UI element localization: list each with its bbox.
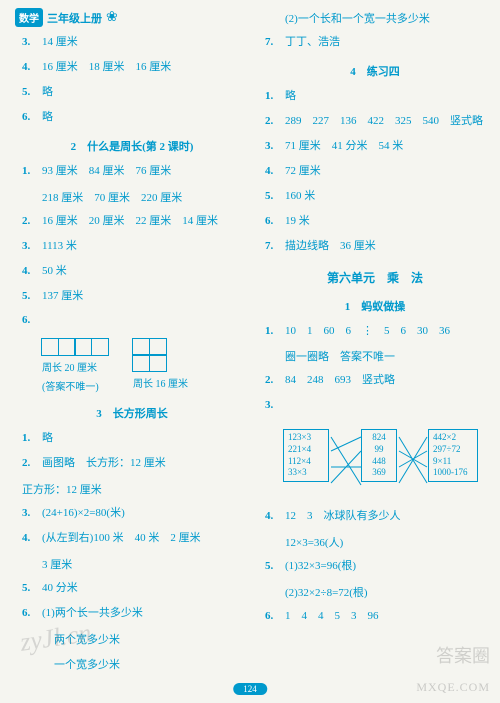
grade-label: 三年级上册 bbox=[47, 10, 102, 26]
subject-badge: 数学 bbox=[15, 8, 43, 27]
item-num: 5. bbox=[22, 85, 36, 101]
answer-text: 218 厘米 70 厘米 220 厘米 bbox=[42, 189, 242, 205]
section-title: 4 练习四 bbox=[265, 63, 485, 79]
answer-text: 丁丁、浩浩 bbox=[285, 35, 485, 51]
item-num: 5. bbox=[265, 189, 279, 205]
page-header: 数学 三年级上册 ❀ bbox=[15, 8, 118, 27]
answer-text: 3 厘米 bbox=[42, 556, 242, 572]
answer-text: 16 厘米 18 厘米 16 厘米 bbox=[42, 60, 242, 76]
answer-text: (2)一个长和一个宽一共多少米 bbox=[285, 10, 485, 26]
answer-text: 160 米 bbox=[285, 189, 485, 205]
grid-note: (答案不唯一) bbox=[42, 378, 108, 393]
page-number: 124 bbox=[233, 683, 267, 695]
item-num: 6. bbox=[265, 609, 279, 625]
answer-text: 描边线略 36 厘米 bbox=[285, 239, 485, 255]
item-num: 3. bbox=[22, 35, 36, 51]
watermark: MXQE.COM bbox=[416, 680, 490, 695]
answer-text: (2)32×2÷8=72(根) bbox=[285, 584, 485, 600]
item-num: 4. bbox=[265, 509, 279, 525]
answer-text: 1 4 4 5 3 96 bbox=[285, 609, 485, 625]
match-box-right: 442×2 297÷72 9×11 1000-176 bbox=[428, 429, 478, 482]
left-column: 3. 14 厘米 4. 16 厘米 18 厘米 16 厘米 5. 略 6. 略 2 什么… bbox=[22, 35, 242, 681]
answer-text: 略 bbox=[285, 89, 485, 105]
answer-text: 72 厘米 bbox=[285, 164, 485, 180]
answer-text: 画图略 长方形：12 厘米 bbox=[42, 456, 242, 472]
item-num: 7. bbox=[265, 239, 279, 255]
item-num: 4. bbox=[265, 164, 279, 180]
section-title: 1 蚂蚁做操 bbox=[265, 298, 485, 314]
match-box-mid: 824 99 448 369 bbox=[361, 429, 397, 482]
answer-text: 71 厘米 41 分米 54 米 bbox=[285, 139, 485, 155]
answer-text: 略 bbox=[42, 110, 242, 126]
match-box-left: 123×3 221×4 112×4 33×3 bbox=[283, 429, 329, 482]
item-num: 4. bbox=[22, 264, 36, 280]
item-num: 1. bbox=[22, 431, 36, 447]
answer-text: 19 米 bbox=[285, 214, 485, 230]
item-num: 3. bbox=[22, 239, 36, 255]
answer-text: 一个宽多少米 bbox=[54, 656, 242, 672]
item-num: 4. bbox=[22, 531, 36, 547]
answer-text: 84 248 693 竖式略 bbox=[285, 373, 485, 389]
answer-text: 12×3=36(人) bbox=[285, 534, 485, 550]
grid-right: 周长 16 厘米 bbox=[133, 338, 188, 393]
item-num: 1. bbox=[22, 164, 36, 180]
flower-icon: ❀ bbox=[106, 9, 118, 26]
answer-text: 16 厘米 20 厘米 22 厘米 14 厘米 bbox=[42, 214, 242, 230]
item-num: 5. bbox=[265, 559, 279, 575]
item-num: 3. bbox=[22, 506, 36, 522]
item-num: 1. bbox=[265, 89, 279, 105]
answer-text: 两个宽多少米 bbox=[54, 631, 242, 647]
item-num: 5. bbox=[22, 581, 36, 597]
answer-text: 略 bbox=[42, 85, 242, 101]
answer-text: (24+16)×2=80(米) bbox=[42, 506, 242, 522]
item-num: 2. bbox=[265, 114, 279, 130]
item-num: 3. bbox=[265, 139, 279, 155]
grid-diagram: 周长 20 厘米 (答案不唯一) 周长 16 厘米 bbox=[42, 338, 242, 393]
answer-text: 12 3 冰球队有多少人 bbox=[285, 509, 485, 525]
watermark: 答案圈 bbox=[436, 642, 490, 668]
item-num: 6. bbox=[22, 110, 36, 126]
answer-text: 圈一圈略 答案不唯一 bbox=[285, 348, 485, 364]
answer-text: 137 厘米 bbox=[42, 289, 242, 305]
item-num: 4. bbox=[22, 60, 36, 76]
matching-diagram: 123×3 221×4 112×4 33×3 824 99 448 369 44… bbox=[283, 423, 483, 501]
section-title: 2 什么是周长(第 2 课时) bbox=[22, 138, 242, 154]
item-num: 3. bbox=[265, 398, 279, 414]
item-num: 2. bbox=[265, 373, 279, 389]
answer-text: 1113 米 bbox=[42, 239, 242, 255]
section-title: 3 长方形周长 bbox=[22, 405, 242, 421]
item-num: 7. bbox=[265, 35, 279, 51]
item-num: 6. bbox=[265, 214, 279, 230]
answer-text: (从左到右)100 米 40 米 2 厘米 bbox=[42, 531, 242, 547]
grid-left: 周长 20 厘米 (答案不唯一) bbox=[42, 338, 108, 393]
right-column: (2)一个长和一个宽一共多少米 7. 丁丁、浩浩 4 练习四 1. 略 2. 289 … bbox=[265, 10, 485, 634]
answer-text: 正方形：12 厘米 bbox=[22, 481, 242, 497]
answer-text: 略 bbox=[42, 431, 242, 447]
answer-text: 10 1 60 6 ⋮ 5 6 30 36 bbox=[285, 324, 485, 340]
answer-text: 289 227 136 422 325 540 竖式略 bbox=[285, 114, 485, 130]
item-num: 2. bbox=[22, 214, 36, 230]
grid-caption: 周长 16 厘米 bbox=[133, 375, 188, 390]
answer-text: 50 米 bbox=[42, 264, 242, 280]
item-num: 1. bbox=[265, 324, 279, 340]
answer-text: 40 分米 bbox=[42, 581, 242, 597]
item-num: 5. bbox=[22, 289, 36, 305]
item-num: 2. bbox=[22, 456, 36, 472]
unit-title: 第六单元 乘 法 bbox=[265, 269, 485, 286]
item-num: 6. bbox=[22, 606, 36, 622]
answer-text: 93 厘米 84 厘米 76 厘米 bbox=[42, 164, 242, 180]
answer-text: 14 厘米 bbox=[42, 35, 242, 51]
item-num: 6. bbox=[22, 313, 36, 329]
answer-text: (1)两个长一共多少米 bbox=[42, 606, 242, 622]
answer-text: (1)32×3=96(根) bbox=[285, 559, 485, 575]
grid-caption: 周长 20 厘米 bbox=[42, 359, 108, 374]
